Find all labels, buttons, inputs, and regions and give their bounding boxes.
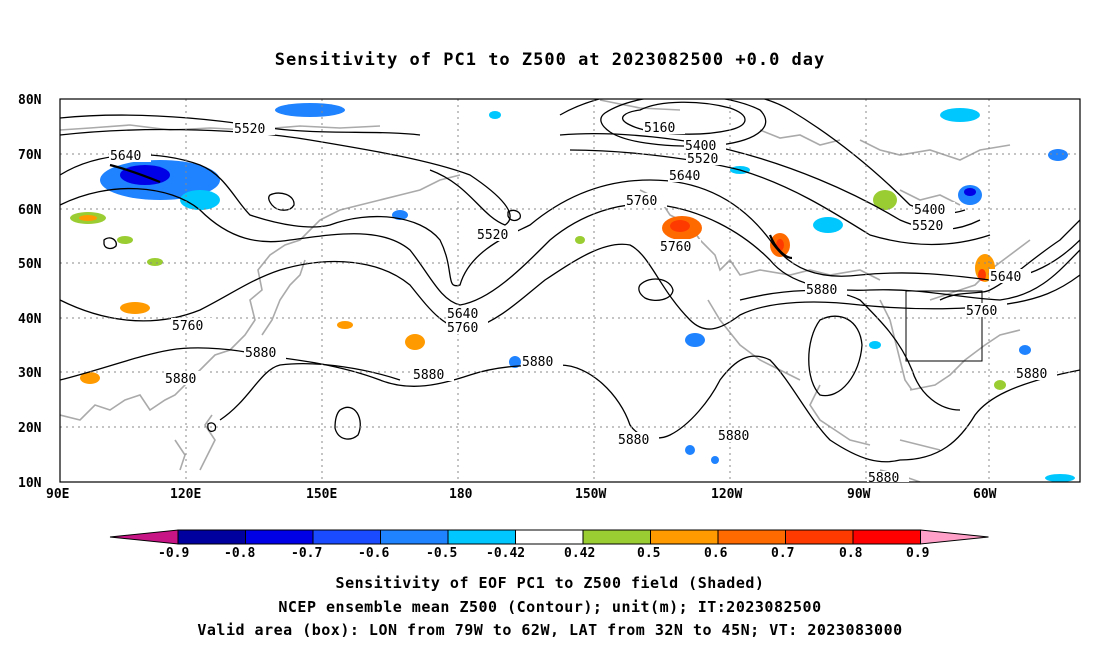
contour-label: 5640 <box>669 169 700 184</box>
lon-label: 180 <box>449 487 473 502</box>
valid-area-box <box>905 290 983 362</box>
contour-label: 5880 <box>806 283 837 298</box>
colorbar-segment <box>312 529 381 545</box>
z500-contours <box>60 99 1080 463</box>
page-title: Sensitivity of PC1 to Z500 at 2023082500… <box>274 50 826 70</box>
colorbar-label: 0.7 <box>771 546 794 561</box>
caption-valid-area: Valid area (box): LON from 79W to 62W, L… <box>197 621 903 639</box>
contour-label: 5760 <box>660 240 691 255</box>
colorbar-segment <box>380 529 449 545</box>
contour-label: 5880 <box>868 471 899 486</box>
contour-labels: 5520 5640 5160 5400 5520 5640 5760 5520 … <box>109 120 1057 486</box>
lat-label: 40N <box>18 312 42 327</box>
lat-label: 60N <box>18 203 42 218</box>
colorbar-label: 0.42 <box>564 546 595 561</box>
lon-label: 120E <box>170 487 201 502</box>
contour-label: 5160 <box>644 121 675 136</box>
lon-label: 120W <box>711 487 742 502</box>
contour-label: 5520 <box>234 122 265 137</box>
lat-label: 70N <box>18 148 42 163</box>
contour-label: 5520 <box>477 228 508 243</box>
lat-label: 20N <box>18 421 42 436</box>
contour-label: 5880 <box>165 372 196 387</box>
lon-label: 90W <box>847 487 871 502</box>
colorbar-low-end <box>109 529 179 545</box>
colorbar-label: 0.6 <box>704 546 728 561</box>
colorbar-segment <box>717 529 786 545</box>
colorbar-segment <box>852 529 921 545</box>
contour-label: 5880 <box>245 346 276 361</box>
colorbar-segment <box>447 529 516 545</box>
longitude-labels: 90E 120E 150E 180 150W 120W 90W 60W <box>46 487 997 502</box>
contour-label: 5520 <box>912 219 943 234</box>
caption-contour: NCEP ensemble mean Z500 (Contour); unit(… <box>278 598 822 616</box>
colorbar-segment <box>177 529 246 545</box>
lat-label: 10N <box>18 476 42 491</box>
lat-label: 30N <box>18 366 42 381</box>
lon-label: 90E <box>46 487 69 502</box>
colorbar-segment <box>785 529 854 545</box>
contour-label: 5760 <box>447 321 478 336</box>
contour-label: 5760 <box>966 304 997 319</box>
coastlines <box>60 99 1031 482</box>
lon-label: 150W <box>575 487 606 502</box>
contour-label: 5640 <box>110 149 141 164</box>
colorbar-label: 0.5 <box>637 546 660 561</box>
colorbar <box>109 529 989 545</box>
colorbar-label: 0.8 <box>839 546 863 561</box>
contour-label: 5400 <box>914 203 945 218</box>
colorbar-label: -0.5 <box>426 546 457 561</box>
colorbar-label: -0.6 <box>358 546 389 561</box>
contour-label: 5880 <box>1016 367 1047 382</box>
colorbar-label: -0.42 <box>486 546 525 561</box>
colorbar-segment <box>515 529 584 545</box>
colorbar-label: -0.7 <box>291 546 322 561</box>
contour-label: 5880 <box>718 429 749 444</box>
colorbar-label: -0.8 <box>224 546 255 561</box>
contour-label: 5880 <box>413 368 444 383</box>
lat-label: 50N <box>18 257 42 272</box>
lon-label: 60W <box>973 487 997 502</box>
map-frame <box>59 98 1081 483</box>
map-gridlines <box>60 99 1080 482</box>
colorbar-segment <box>650 529 719 545</box>
contour-label: 5640 <box>447 307 478 322</box>
colorbar-label: -0.9 <box>158 546 189 561</box>
colorbar-label: 0.9 <box>906 546 929 561</box>
colorbar-segment <box>582 529 651 545</box>
colorbar-segment <box>245 529 314 545</box>
contour-label: 5880 <box>522 355 553 370</box>
contour-label: 5880 <box>618 433 649 448</box>
contour-label: 5400 <box>685 139 716 154</box>
contour-label: 5520 <box>687 152 718 167</box>
colorbar-labels: -0.9 -0.8 -0.7 -0.6 -0.5 -0.42 0.42 0.5 … <box>158 546 929 561</box>
latitude-labels: 80N 70N 60N 50N 40N 30N 20N 10N <box>18 93 42 491</box>
colorbar-high-end <box>920 529 989 545</box>
contour-label: 5640 <box>990 270 1021 285</box>
caption-shaded: Sensitivity of EOF PC1 to Z500 field (Sh… <box>335 574 765 592</box>
lat-label: 80N <box>18 93 42 108</box>
contour-label: 5760 <box>626 194 657 209</box>
contour-label: 5760 <box>172 319 203 334</box>
lon-label: 150E <box>306 487 337 502</box>
